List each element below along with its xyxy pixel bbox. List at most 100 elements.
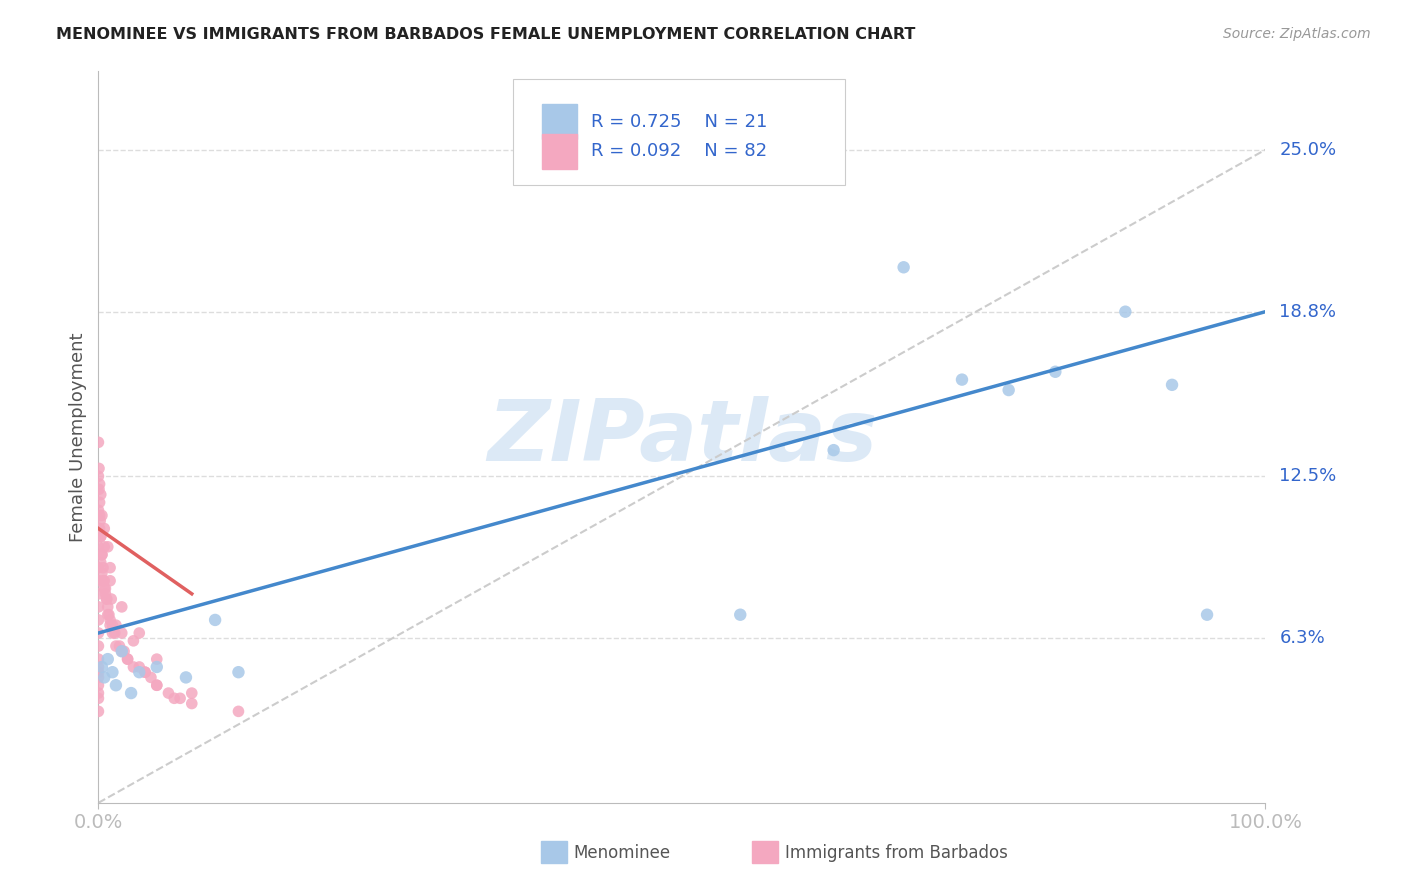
Point bbox=[1045, 365, 1067, 379]
Point bbox=[117, 652, 139, 666]
Y-axis label: Female Unemployment: Female Unemployment bbox=[69, 333, 87, 541]
Point bbox=[97, 607, 120, 622]
Point bbox=[128, 660, 150, 674]
Point bbox=[111, 626, 134, 640]
Point bbox=[101, 626, 124, 640]
Point bbox=[87, 678, 110, 692]
Point bbox=[87, 574, 110, 588]
Point bbox=[97, 607, 120, 622]
Point bbox=[96, 592, 118, 607]
Point bbox=[101, 618, 124, 632]
Point bbox=[89, 477, 111, 491]
Point bbox=[180, 686, 202, 700]
Point bbox=[111, 644, 134, 658]
Point bbox=[893, 260, 915, 275]
Text: 12.5%: 12.5% bbox=[1279, 467, 1337, 485]
Point bbox=[87, 686, 110, 700]
Point bbox=[146, 678, 169, 692]
Point bbox=[91, 560, 114, 574]
Point bbox=[87, 670, 110, 684]
Text: R = 0.092    N = 82: R = 0.092 N = 82 bbox=[591, 142, 768, 160]
Point bbox=[134, 665, 156, 680]
Point bbox=[89, 495, 111, 509]
Point bbox=[163, 691, 186, 706]
Text: Source: ZipAtlas.com: Source: ZipAtlas.com bbox=[1223, 27, 1371, 41]
Point bbox=[87, 435, 110, 450]
Text: Menominee: Menominee bbox=[574, 844, 671, 862]
Point bbox=[97, 540, 120, 554]
Point bbox=[91, 574, 114, 588]
Point bbox=[87, 665, 110, 680]
Point bbox=[950, 373, 973, 387]
Point bbox=[93, 582, 115, 596]
Point bbox=[87, 691, 110, 706]
Point bbox=[228, 705, 250, 719]
Point bbox=[96, 592, 118, 607]
Bar bbox=[541, 134, 576, 169]
Point bbox=[87, 639, 110, 653]
Point bbox=[93, 540, 115, 554]
Point bbox=[90, 529, 112, 543]
Point bbox=[90, 508, 112, 523]
Point bbox=[90, 529, 112, 543]
Point bbox=[146, 678, 169, 692]
Point bbox=[90, 556, 112, 570]
Point bbox=[90, 487, 112, 501]
Text: MENOMINEE VS IMMIGRANTS FROM BARBADOS FEMALE UNEMPLOYMENT CORRELATION CHART: MENOMINEE VS IMMIGRANTS FROM BARBADOS FE… bbox=[56, 27, 915, 42]
Point bbox=[87, 626, 110, 640]
Point bbox=[89, 514, 111, 528]
Point bbox=[180, 697, 202, 711]
Point bbox=[122, 633, 145, 648]
Point bbox=[104, 626, 127, 640]
Point bbox=[87, 660, 110, 674]
Point bbox=[1197, 607, 1219, 622]
Point bbox=[104, 639, 127, 653]
Point bbox=[100, 592, 122, 607]
Point bbox=[89, 508, 111, 523]
Point bbox=[90, 548, 112, 562]
Point bbox=[94, 587, 117, 601]
Point bbox=[139, 670, 162, 684]
Point bbox=[146, 660, 169, 674]
Point bbox=[730, 607, 752, 622]
Point bbox=[128, 626, 150, 640]
Point bbox=[120, 686, 142, 700]
Point bbox=[98, 613, 121, 627]
Point bbox=[93, 670, 115, 684]
Point bbox=[111, 599, 134, 614]
Bar bbox=[541, 104, 576, 139]
Point bbox=[104, 678, 127, 692]
Point bbox=[1161, 377, 1184, 392]
Point bbox=[97, 652, 120, 666]
FancyBboxPatch shape bbox=[513, 78, 845, 185]
Point bbox=[112, 644, 135, 658]
Point bbox=[823, 443, 845, 458]
Point bbox=[87, 613, 110, 627]
Text: 25.0%: 25.0% bbox=[1279, 141, 1337, 159]
Point bbox=[997, 383, 1019, 397]
Text: Immigrants from Barbados: Immigrants from Barbados bbox=[785, 844, 1008, 862]
Point bbox=[89, 521, 111, 535]
Point bbox=[93, 521, 115, 535]
Point bbox=[90, 548, 112, 562]
Text: 6.3%: 6.3% bbox=[1279, 629, 1324, 648]
Point bbox=[87, 652, 110, 666]
Point bbox=[174, 670, 197, 684]
Point bbox=[87, 599, 110, 614]
Point bbox=[108, 639, 131, 653]
Point bbox=[87, 560, 110, 574]
Point bbox=[228, 665, 250, 680]
Point bbox=[87, 483, 110, 497]
Point bbox=[87, 587, 110, 601]
Point bbox=[98, 560, 121, 574]
Point bbox=[98, 574, 121, 588]
Point bbox=[134, 665, 156, 680]
Point bbox=[87, 469, 110, 483]
Point bbox=[94, 582, 117, 596]
Point bbox=[128, 665, 150, 680]
Point bbox=[87, 461, 110, 475]
Point bbox=[90, 660, 112, 674]
Text: ZIPatlas: ZIPatlas bbox=[486, 395, 877, 479]
Point bbox=[101, 665, 124, 680]
Point bbox=[97, 599, 120, 614]
